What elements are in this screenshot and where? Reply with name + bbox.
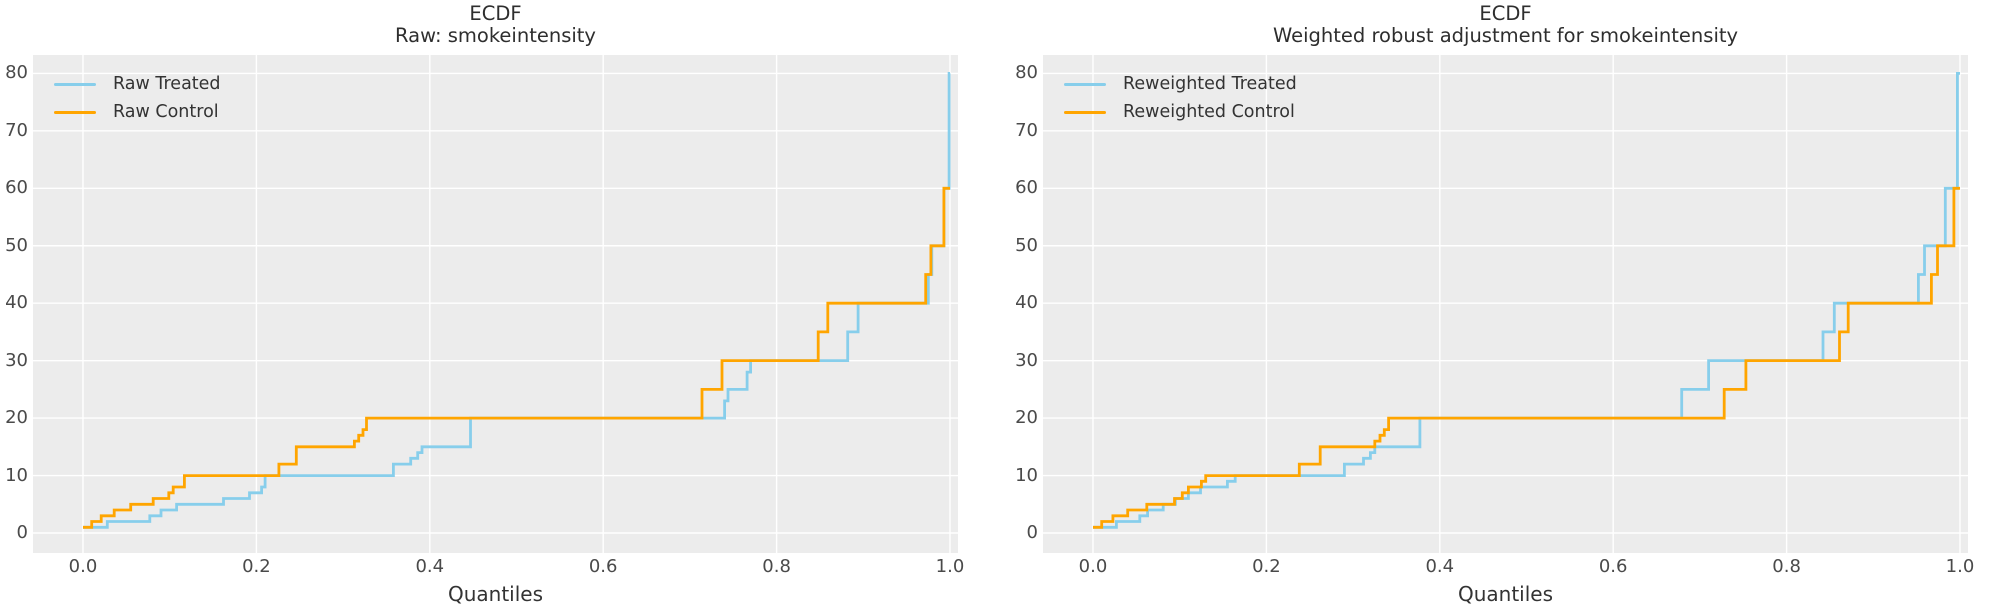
legend-line-treated-icon: [54, 82, 96, 86]
chart-title: ECDF: [469, 2, 522, 25]
legend-line-control-icon: [54, 110, 96, 114]
y-tick-label: 70: [5, 119, 28, 141]
y-tick-label: 80: [5, 62, 28, 84]
legend: Reweighted Treated Reweighted Control: [1064, 70, 1297, 126]
subplot-weighted-ecdf: ECDF Weighted robust adjustment for smok…: [1010, 0, 2011, 611]
y-tick-label: 0: [16, 522, 28, 543]
legend-item-treated: Raw Treated: [54, 70, 221, 98]
x-tick-label: 1.0: [1945, 556, 1975, 577]
x-tick-label: 0.8: [762, 556, 791, 577]
x-tick-label: 0.4: [415, 556, 445, 577]
x-axis-label: Quantiles: [1457, 582, 1554, 606]
y-tick-label: 50: [1015, 234, 1038, 256]
series-line-raw-control: [83, 186, 950, 529]
legend-line-control-icon: [1064, 110, 1106, 114]
plot-background: [1043, 55, 1968, 553]
legend-label-treated: Reweighted Treated: [1123, 74, 1297, 94]
plot-background: [33, 55, 958, 553]
y-tick-label: 20: [1015, 407, 1038, 429]
chart-title: ECDF: [1479, 2, 1532, 25]
series-line-reweighted-control: [1093, 186, 1960, 529]
y-tick-label: 50: [5, 234, 28, 256]
legend-label-control: Raw Control: [113, 102, 219, 122]
x-tick-label: 0.0: [1078, 556, 1108, 577]
y-tick-label: 40: [5, 292, 28, 314]
y-tick-label: 80: [1015, 62, 1038, 84]
y-tick-label: 30: [5, 349, 28, 371]
chart-subtitle: Raw: smokeintensity: [395, 24, 596, 47]
y-tick-label: 60: [1015, 177, 1038, 199]
legend-label-treated: Raw Treated: [113, 74, 221, 94]
y-tick-label: 60: [5, 177, 28, 199]
y-tick-label: 70: [1015, 119, 1038, 141]
x-tick-label: 0.4: [1425, 556, 1455, 577]
y-tick-label: 30: [1015, 349, 1038, 371]
subplot-raw-ecdf: ECDF Raw: smokeintensity 0 10 20 30 40 50 60 70…: [0, 0, 1005, 611]
y-tick-label: 40: [1015, 292, 1038, 314]
x-tick-label: 0.2: [1252, 556, 1281, 577]
legend-line-treated-icon: [1064, 82, 1106, 86]
x-tick-label: 0.8: [1772, 556, 1801, 577]
y-tick-label: 0: [1026, 522, 1038, 543]
chart-title-block: ECDF Weighted robust adjustment for smok…: [1043, 3, 1968, 47]
y-tick-label: 20: [5, 407, 28, 429]
series-line-raw-treated: [83, 72, 951, 529]
chart-subtitle: Weighted robust adjustment for smokeinte…: [1272, 24, 1739, 47]
y-tick-label: 10: [5, 464, 28, 486]
legend-item-treated: Reweighted Treated: [1064, 70, 1297, 98]
plot-area-weighted: [1043, 55, 1968, 553]
chart-title-block: ECDF Raw: smokeintensity: [33, 3, 958, 47]
legend-item-control: Raw Control: [54, 98, 221, 126]
x-tick-label: 0.0: [68, 556, 98, 577]
x-tick-label: 0.6: [588, 556, 618, 577]
legend-label-control: Reweighted Control: [1123, 102, 1295, 122]
x-tick-label: 0.6: [1598, 556, 1628, 577]
legend-item-control: Reweighted Control: [1064, 98, 1297, 126]
x-axis-label: Quantiles: [447, 582, 544, 606]
x-tick-label: 0.2: [242, 556, 271, 577]
y-tick-label: 10: [1015, 464, 1038, 486]
legend: Raw Treated Raw Control: [54, 70, 221, 126]
x-tick-label: 1.0: [935, 556, 965, 577]
series-line-reweighted-treated: [1093, 72, 1960, 529]
plot-area-raw: [33, 55, 958, 553]
